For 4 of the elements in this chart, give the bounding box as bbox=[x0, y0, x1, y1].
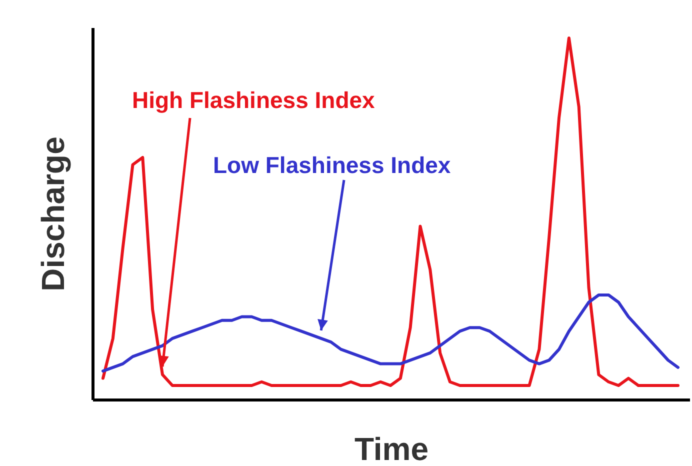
y-axis-title: Discharge bbox=[35, 136, 71, 292]
series-label: High Flashiness Index bbox=[132, 87, 376, 113]
text: Low Flashiness Index bbox=[213, 152, 451, 178]
x-axis-title: Time bbox=[354, 431, 429, 466]
